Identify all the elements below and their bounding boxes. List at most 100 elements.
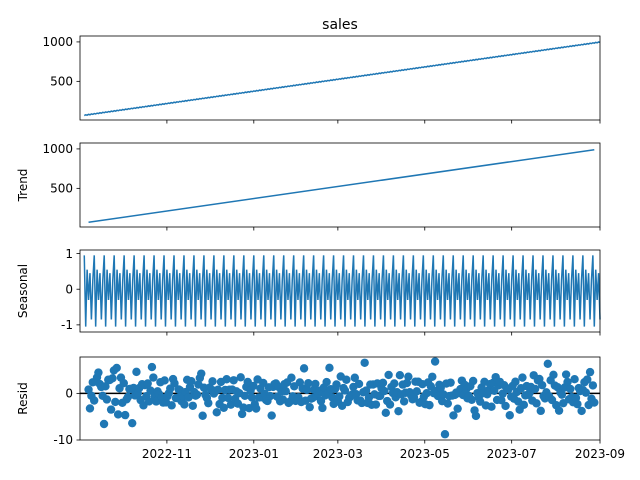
resid-point: [208, 377, 217, 386]
resid-point: [399, 397, 409, 406]
resid-point: [281, 387, 290, 396]
resid-point: [350, 373, 360, 382]
resid-point: [501, 401, 510, 411]
resid-point: [361, 386, 371, 395]
resid-point: [530, 384, 540, 394]
resid-point: [251, 404, 261, 413]
resid-point: [318, 403, 327, 413]
resid-point: [412, 387, 421, 396]
resid-point: [128, 418, 137, 428]
x-tick-label: 2022-11: [142, 447, 192, 461]
resid-point: [236, 373, 245, 382]
resid-point: [187, 377, 196, 386]
resid-point: [342, 375, 351, 384]
resid-point: [146, 386, 155, 395]
resid-point: [119, 379, 128, 388]
resid-point: [311, 379, 320, 389]
resid-point: [561, 370, 571, 379]
resid-point: [583, 375, 592, 384]
x-tick-label: 2023-09: [575, 447, 625, 461]
resid-point: [385, 400, 395, 409]
resid-point: [390, 379, 399, 388]
resid-point: [573, 399, 582, 409]
resid-point: [532, 399, 541, 408]
resid-point: [113, 410, 123, 419]
resid-point: [299, 364, 309, 373]
resid-point: [304, 379, 313, 388]
resid-point: [89, 396, 99, 405]
resid-point: [536, 406, 545, 416]
resid-point: [335, 392, 344, 401]
resid-point: [198, 411, 207, 420]
resid-frame: [79, 356, 601, 441]
seasonal-ytick-label: 1: [65, 247, 73, 261]
resid-point: [106, 405, 116, 414]
resid-point: [497, 395, 506, 405]
resid-point: [425, 400, 434, 410]
resid-point: [371, 400, 381, 409]
resid-point: [188, 401, 197, 410]
resid-point: [566, 384, 575, 394]
resid-point: [453, 404, 462, 413]
resid-point: [94, 368, 103, 377]
resid-point: [322, 377, 331, 387]
resid-point: [360, 358, 369, 367]
resid-point: [404, 372, 413, 381]
resid-point: [471, 411, 481, 421]
resid-point: [537, 380, 547, 390]
resid-point: [394, 406, 403, 416]
observed-frame: [79, 35, 601, 121]
resid-point: [519, 400, 529, 410]
resid-point: [378, 378, 388, 388]
resid-point: [101, 382, 110, 391]
resid-point: [332, 380, 341, 389]
resid-point: [468, 376, 478, 386]
resid-point: [144, 397, 154, 406]
resid-point: [570, 375, 579, 384]
resid-point: [443, 399, 452, 408]
resid-point: [287, 373, 296, 382]
resid-point: [184, 393, 193, 402]
resid-point: [422, 389, 431, 398]
resid-point: [588, 381, 598, 390]
trend-ylabel: Trend: [16, 169, 30, 203]
resid-point: [518, 373, 527, 382]
resid-point: [237, 409, 247, 419]
resid-point: [581, 388, 591, 397]
resid-point: [467, 395, 476, 405]
resid-point: [549, 370, 558, 380]
observed-ytick-label: 500: [50, 75, 73, 89]
resid-point: [449, 411, 458, 420]
resid-point: [511, 377, 520, 386]
resid-point: [585, 367, 595, 377]
resid-point: [426, 382, 436, 391]
observed-line: [83, 41, 601, 117]
resid-point: [212, 408, 221, 417]
resid-point: [102, 395, 112, 404]
resid-point: [557, 390, 567, 399]
resid-point: [395, 370, 405, 380]
trend-line: [88, 148, 595, 224]
trend-ytick-label: 500: [50, 182, 73, 196]
resid-point: [85, 404, 95, 413]
resid-point: [428, 372, 437, 381]
trend-ytick-label: 1000: [42, 142, 73, 156]
resid-point: [219, 403, 228, 412]
resid-point: [487, 402, 496, 411]
resid-point: [266, 391, 275, 401]
x-tick-label: 2023-03: [313, 447, 363, 461]
observed-ytick-label: 1000: [42, 35, 73, 49]
resid-point: [132, 367, 141, 377]
resid-point: [192, 390, 202, 399]
resid-point: [325, 363, 334, 373]
chart-title: sales: [322, 17, 358, 33]
resid-point: [577, 406, 586, 416]
resid-point: [160, 376, 169, 385]
resid-point: [213, 385, 223, 394]
resid-point: [226, 400, 236, 409]
resid-point: [170, 379, 179, 388]
seasonal-ylabel: Seasonal: [16, 264, 30, 318]
resid-point: [590, 398, 599, 407]
resid-point: [440, 430, 450, 439]
